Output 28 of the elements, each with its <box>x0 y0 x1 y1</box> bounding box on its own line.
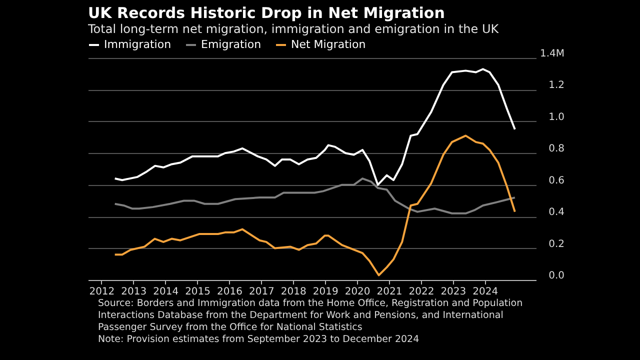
y-tick-label: 1.0 <box>548 112 564 123</box>
y-tick-label: 1.4M <box>540 48 564 60</box>
legend-label: Net Migration <box>291 38 366 51</box>
x-tick-label: 2015 <box>185 286 211 298</box>
x-tick-label: 2021 <box>376 286 402 298</box>
y-tick-label: 1.2 <box>548 80 564 92</box>
chart-subtitle: Total long-term net migration, immigration and emigration in the UK <box>87 22 500 36</box>
y-tick-label: 0.0 <box>548 270 564 282</box>
x-tick-label: 2014 <box>153 286 179 298</box>
y-tick-label: 0.2 <box>548 238 564 250</box>
y-tick-label: 0.8 <box>548 144 564 155</box>
x-tick-label: 2018 <box>280 286 306 298</box>
x-tick-label: 2023 <box>440 286 466 298</box>
chart-title: UK Records Historic Drop in Net Migration <box>88 4 445 22</box>
x-tick-label: 2017 <box>248 286 274 298</box>
source-note: Source: Borders and Immigration data from the Home Office, Registration and Population Interactions Database from the Department for Work and Pensions, and International Passenger Survey from the Office for National Statistics <box>98 298 524 334</box>
x-tick-label: 2013 <box>121 286 147 298</box>
x-tick-label: 2020 <box>344 286 370 298</box>
legend-label: Immigration <box>104 38 172 51</box>
y-tick-label: 0.4 <box>548 207 564 218</box>
x-tick-label: 2019 <box>312 286 338 298</box>
x-tick-label: 2024 <box>472 286 498 298</box>
legend-label: Emigration <box>201 38 262 51</box>
x-tick-label: 2016 <box>217 286 242 298</box>
x-tick-label: 2022 <box>408 286 434 298</box>
y-tick-label: 0.6 <box>548 175 564 186</box>
text: Note: Provision estimates from September 2023 to December 2024 <box>98 334 420 346</box>
x-tick-label: 2012 <box>89 286 115 298</box>
